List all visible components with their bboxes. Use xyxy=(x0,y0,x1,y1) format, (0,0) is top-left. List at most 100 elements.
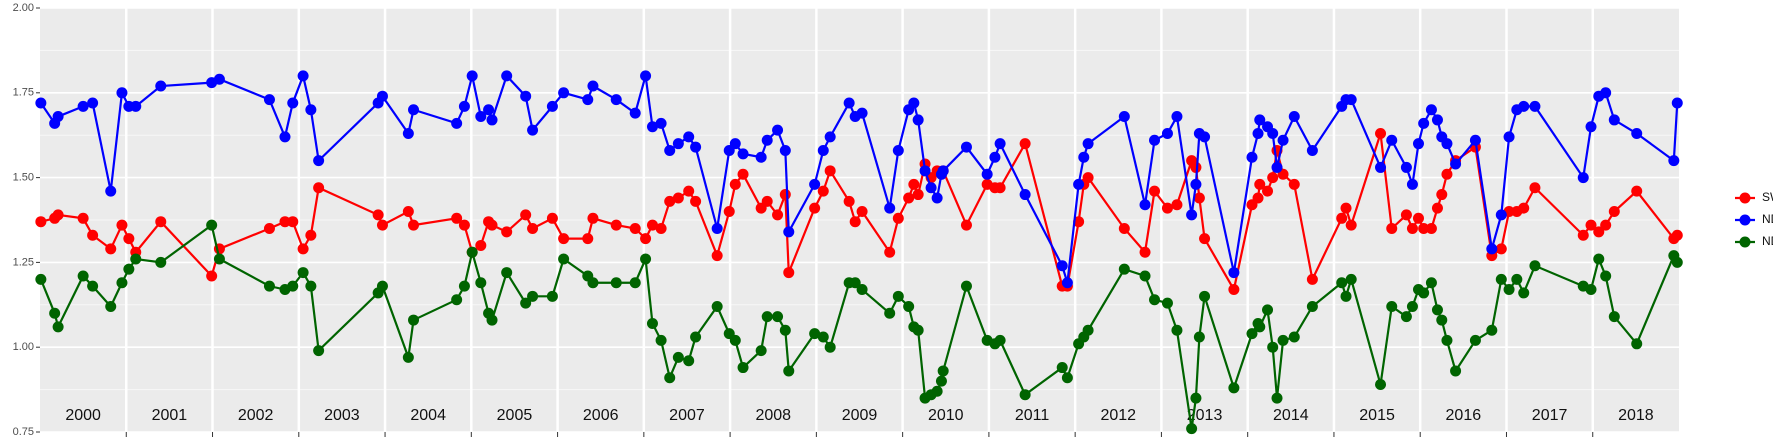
data-point xyxy=(919,165,931,177)
data-point xyxy=(501,267,513,279)
data-point xyxy=(155,256,167,268)
data-point xyxy=(287,280,299,292)
data-point xyxy=(105,243,117,255)
data-point xyxy=(1418,287,1430,299)
data-point xyxy=(1345,219,1357,231)
data-point xyxy=(1425,222,1437,234)
data-point xyxy=(587,277,599,289)
data-point xyxy=(783,226,795,238)
legend-label: SWIR xyxy=(1762,190,1773,204)
data-point xyxy=(206,219,218,231)
data-point xyxy=(1190,161,1202,173)
data-point xyxy=(629,277,641,289)
data-point xyxy=(402,206,414,218)
data-point xyxy=(1171,324,1183,336)
data-point xyxy=(558,233,570,245)
data-point xyxy=(994,182,1006,194)
data-point xyxy=(1585,219,1597,231)
legend-marker xyxy=(1739,214,1751,226)
year-label: 2006 xyxy=(583,407,619,424)
data-point xyxy=(672,192,684,204)
data-point xyxy=(1082,138,1094,150)
data-point xyxy=(737,362,749,374)
data-point xyxy=(711,222,723,234)
data-point xyxy=(856,284,868,296)
data-point xyxy=(1529,260,1541,272)
data-point xyxy=(1254,178,1266,190)
data-point xyxy=(1019,389,1031,401)
data-point xyxy=(123,263,135,275)
data-point xyxy=(690,195,702,207)
data-point xyxy=(1418,117,1430,129)
data-point xyxy=(1608,206,1620,218)
data-point xyxy=(640,233,652,245)
year-label: 2009 xyxy=(842,407,878,424)
data-point xyxy=(1254,114,1266,126)
data-point xyxy=(664,144,676,156)
data-point xyxy=(1277,334,1289,346)
data-point xyxy=(1161,297,1173,309)
data-point xyxy=(501,70,513,82)
data-point xyxy=(475,277,487,289)
data-point xyxy=(683,355,695,367)
data-point xyxy=(824,131,836,143)
data-point xyxy=(1518,100,1530,112)
data-point xyxy=(520,209,532,221)
data-point xyxy=(690,331,702,343)
data-point xyxy=(755,151,767,163)
data-point xyxy=(1199,290,1211,302)
data-point xyxy=(843,97,855,109)
data-point xyxy=(1056,362,1068,374)
data-point xyxy=(912,114,924,126)
data-point xyxy=(1585,284,1597,296)
data-point xyxy=(1246,151,1258,163)
year-label: 2007 xyxy=(669,407,705,424)
data-point xyxy=(313,182,325,194)
data-point xyxy=(1585,121,1597,133)
data-point xyxy=(155,80,167,92)
data-point xyxy=(402,351,414,363)
data-point xyxy=(903,192,915,204)
data-point xyxy=(408,219,420,231)
data-point xyxy=(313,345,325,357)
data-point xyxy=(960,280,972,292)
data-point xyxy=(994,138,1006,150)
data-point xyxy=(77,212,89,224)
year-label: 2016 xyxy=(1446,407,1482,424)
data-point xyxy=(501,226,513,238)
data-point xyxy=(1061,372,1073,384)
data-point xyxy=(1431,114,1443,126)
data-point xyxy=(486,114,498,126)
data-point xyxy=(1267,128,1279,140)
data-point xyxy=(931,192,943,204)
data-point xyxy=(1486,324,1498,336)
data-point xyxy=(451,117,463,129)
data-point xyxy=(1671,256,1683,268)
data-point xyxy=(856,206,868,218)
data-point xyxy=(960,219,972,231)
data-point xyxy=(729,334,741,346)
data-point xyxy=(1252,192,1264,204)
data-point xyxy=(402,128,414,140)
data-point xyxy=(664,195,676,207)
data-point xyxy=(610,219,622,231)
data-point xyxy=(1340,202,1352,214)
data-point xyxy=(1082,324,1094,336)
data-point xyxy=(1262,304,1274,316)
year-label: 2012 xyxy=(1100,407,1136,424)
data-point xyxy=(1306,300,1318,312)
data-point xyxy=(931,385,943,397)
data-point xyxy=(279,131,291,143)
data-point xyxy=(87,280,99,292)
data-point xyxy=(1577,172,1589,184)
data-point xyxy=(1577,229,1589,241)
data-point xyxy=(546,100,558,112)
legend-marker xyxy=(1739,236,1751,248)
data-point xyxy=(908,178,920,190)
data-point xyxy=(729,178,741,190)
data-point xyxy=(263,94,275,106)
data-point xyxy=(817,331,829,343)
data-point xyxy=(849,277,861,289)
data-point xyxy=(105,185,117,197)
data-point xyxy=(35,273,47,285)
